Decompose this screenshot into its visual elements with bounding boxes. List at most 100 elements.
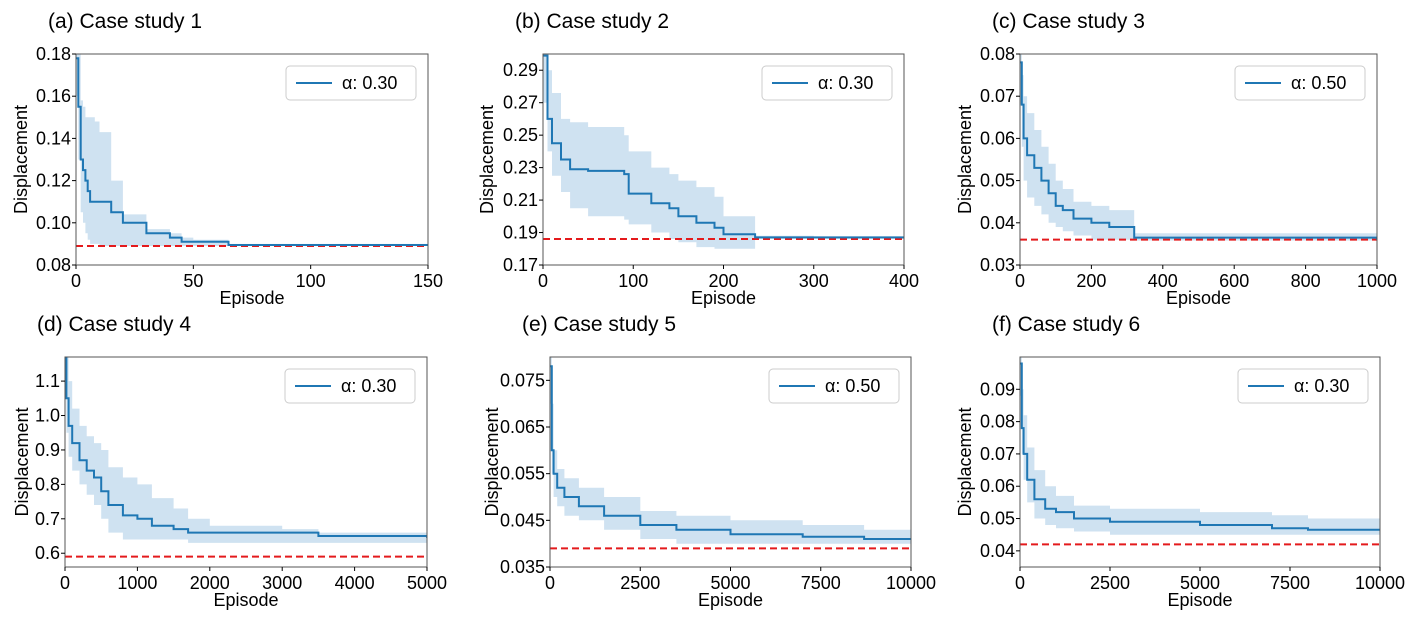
chart-3-legend-label: α: 0.50 [1291,73,1346,93]
chart-6-ytick-label: 0.05 [980,509,1015,529]
chart-3: (c) Case study 3 0 200 400 600 800 1000 0.03 0.0… [955,10,1397,308]
chart-6-xtick-label: 10000 [1355,573,1405,593]
chart-4-ytick-label: 0.8 [35,474,60,494]
chart-6-ytick-label: 0.07 [980,444,1015,464]
chart-5-legend-box [768,368,900,404]
chart-6-legend-label: α: 0.30 [1294,376,1349,396]
chart-5-legend-label: α: 0.50 [825,376,880,396]
chart-6-xtick-label: 7500 [1270,573,1310,593]
chart-1-plot-area [76,54,428,248]
chart-6-ytick-label: 0.09 [980,379,1015,399]
chart-1-xtick-label: 50 [183,271,203,291]
chart-2: (b) Case study 2 0 100 200 300 400 0.17 0.19 0.2… [477,10,919,308]
chart-6-plot-area [1020,357,1380,546]
chart-1-xlabel: Episode [219,288,284,308]
chart-4-xtick-label: 1000 [117,573,157,593]
chart-5-ytick-label: 0.035 [500,557,545,577]
chart-5-xtick-label: 10000 [886,573,936,593]
chart-2-confidence-band [543,54,904,249]
chart-6-legend-box [1237,368,1369,404]
chart-1-legend-box [285,65,417,101]
chart-1-legend: α: 0.30 [285,65,417,101]
chart-2-ytick-label: 0.19 [503,223,538,243]
chart-2-xlabel: Episode [691,288,756,308]
chart-3-plot-area [1020,54,1377,241]
chart-4-xtick-label: 4000 [335,573,375,593]
chart-4-xtick-label: 3000 [262,573,302,593]
chart-5-xtick-label: 5000 [710,573,750,593]
chart-2-ytick-label: 0.25 [503,125,538,145]
chart-5-legend: α: 0.50 [768,368,900,404]
chart-3-ytick-label: 0.07 [980,86,1015,106]
chart-5-ytick-label: 0.065 [500,417,545,437]
chart-3-frame [1019,53,1378,266]
chart-2-legend-label: α: 0.30 [818,73,873,93]
chart-1-series-line [76,57,428,246]
chart-1-xtick-label: 100 [296,271,326,291]
chart-5-ytick-label: 0.055 [500,464,545,484]
chart-1-frame [75,53,429,266]
chart-3-ytick-label: 0.06 [980,128,1015,148]
chart-3-xtick-label: 0 [1015,271,1025,291]
chart-2-xtick-label: 100 [618,271,648,291]
chart-1-confidence-band [76,54,428,246]
chart-2-legend: α: 0.30 [761,65,893,101]
chart-1-ytick-label: 0.14 [36,128,71,148]
chart-6-legend: α: 0.30 [1237,368,1369,404]
chart-4-series-line [65,357,427,538]
chart-3-xtick-label: 400 [1148,271,1178,291]
chart-4-xtick-label: 0 [60,573,70,593]
chart-1-ytick-label: 0.10 [36,213,71,233]
chart-3-ylabel: Displacement [955,105,975,214]
chart-2-xtick-label: 400 [889,271,919,291]
chart-4-frame [64,356,428,568]
chart-2-ytick-label: 0.23 [503,158,538,178]
chart-5-xtick-label: 0 [545,573,555,593]
chart-5-xtick-label: 2500 [620,573,660,593]
chart-4-legend-box [284,368,416,404]
chart-6-ytick-label: 0.06 [980,476,1015,496]
chart-6-xlabel: Episode [1167,590,1232,610]
chart-6-title: (f) Case study 6 [992,313,1140,336]
chart-3-ytick-label: 0.05 [980,171,1015,191]
chart-5-confidence-band [550,357,911,544]
chart-6-xtick-label: 2500 [1090,573,1130,593]
chart-3-xtick-label: 600 [1219,271,1249,291]
chart-6-confidence-band [1020,357,1380,535]
chart-4-xlabel: Episode [213,590,278,610]
chart-5-xlabel: Episode [698,590,763,610]
chart-5-title: (e) Case study 5 [522,313,676,336]
chart-5-ytick-label: 0.075 [500,370,545,390]
chart-6-xtick-label: 5000 [1180,573,1220,593]
chart-3-xlabel: Episode [1166,288,1231,308]
chart-3-series-line [1020,61,1377,240]
chart-6-ylabel: Displacement [955,407,975,516]
chart-2-title: (b) Case study 2 [515,10,669,33]
chart-4-ytick-label: 1.1 [35,371,60,391]
chart-4-plot-area [65,357,427,558]
chart-1-ylabel: Displacement [11,105,31,214]
chart-5-ytick-label: 0.045 [500,510,545,530]
chart-6-xtick-label: 0 [1015,573,1025,593]
chart-2-xtick-label: 200 [708,271,738,291]
chart-4-xtick-label: 5000 [407,573,447,593]
chart-3-ytick-label: 0.08 [980,44,1015,64]
chart-5-xtick-label: 7500 [801,573,841,593]
chart-4-ytick-label: 0.7 [35,509,60,529]
chart-4-ytick-label: 1.0 [35,406,60,426]
chart-4: (d) Case study 4 0 1000 2000 3000 4000 5000 0.6… [12,313,447,610]
chart-5-ylabel: Displacement [482,407,502,516]
chart-3-ytick-label: 0.04 [980,213,1015,233]
chart-3-title: (c) Case study 3 [992,10,1145,33]
chart-4-ylabel: Displacement [12,407,32,516]
chart-3-legend-box [1234,65,1366,101]
chart-1-ytick-label: 0.16 [36,86,71,106]
chart-1: (a) Case study 1 0 50 100 150 0.08 0.10 0.12 0.1… [11,10,443,308]
chart-2-ytick-label: 0.29 [503,60,538,80]
chart-1-ytick-label: 0.12 [36,171,71,191]
chart-4-legend-label: α: 0.30 [341,376,396,396]
chart-2-xtick-label: 0 [538,271,548,291]
chart-1-ytick-label: 0.18 [36,44,71,64]
chart-4-ytick-label: 0.9 [35,440,60,460]
